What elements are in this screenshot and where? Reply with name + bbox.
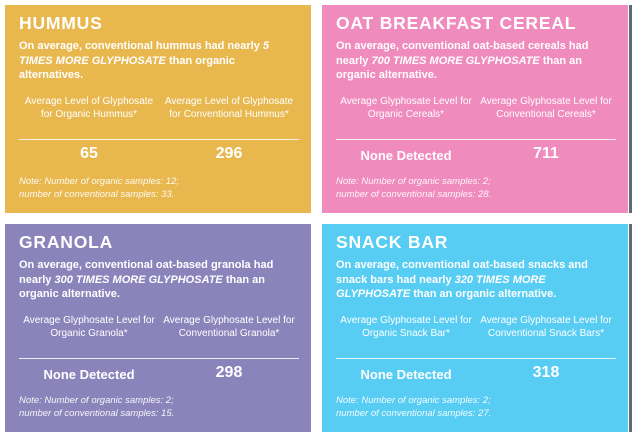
conventional-value: 298 <box>215 364 243 381</box>
hummus-card: HUMMUS On average, conventional hummus h… <box>5 5 311 213</box>
note-line-2: number of conventional samples: 33. <box>19 188 175 200</box>
note-line-1: Note: Number of organic samples: 12; <box>19 176 179 187</box>
organic-value: None Detected <box>360 148 452 163</box>
note-line-1: Note: Number of organic samples: 2; <box>19 395 174 406</box>
description-text-end: than organic alternatives. <box>19 54 235 82</box>
card-description: On average, conventional hummus had near… <box>19 39 301 83</box>
granola-card: GRANOLA On average, conventional oat-bas… <box>5 224 311 432</box>
note-line-2: number of conventional samples: 27. <box>336 407 492 419</box>
header-divider <box>19 139 299 140</box>
note-line-2: number of conventional samples: 28. <box>336 188 492 200</box>
sample-note: Note: Number of organic samples: 12; numb… <box>19 176 299 201</box>
conventional-column-header: Average Glyphosate Level for Conventiona… <box>163 315 295 339</box>
card-description: On average, conventional oat-based cerea… <box>336 39 618 83</box>
conventional-value: 296 <box>215 145 243 162</box>
description-text-end: than an organic alternative. <box>19 273 265 301</box>
snack-bar-card: SNACK BAR On average, conventional oat-b… <box>322 224 628 432</box>
note-line-1: Note: Number of organic samples: 2; <box>336 395 491 406</box>
description-text-end: than an organic alternative. <box>336 54 582 82</box>
header-divider <box>19 358 299 359</box>
organic-value: None Detected <box>360 367 452 382</box>
organic-column-header: Average Level of Glyphosate for Organic … <box>24 96 154 120</box>
header-divider <box>336 139 616 140</box>
card-title: SNACK BAR <box>336 232 449 252</box>
organic-column-header: Average Glyphosate Level for Organic Gra… <box>23 315 155 339</box>
organic-value: 65 <box>80 145 98 162</box>
sample-note: Note: Number of organic samples: 2; numbe… <box>19 395 299 420</box>
description-emphasis: 320 TIMES MORE GLYPHOSATE <box>336 273 546 301</box>
conventional-value: 318 <box>532 364 560 381</box>
note-line-1: Note: Number of organic samples: 2; <box>336 176 491 187</box>
card-description: On average, conventional oat-based grano… <box>19 258 301 302</box>
card-title: OAT BREAKFAST CEREAL <box>336 13 577 33</box>
conventional-column-header: Average Glyphosate Level for Conventiona… <box>480 315 612 339</box>
description-text: On average, conventional hummus had near… <box>19 40 263 52</box>
conventional-column-header: Average Glyphosate Level for Conventiona… <box>480 96 612 120</box>
sample-note: Note: Number of organic samples: 2; numbe… <box>336 176 616 201</box>
card-description: On average, conventional oat-based snack… <box>336 258 618 302</box>
organic-column-header: Average Glyphosate Level for Organic Cer… <box>340 96 472 120</box>
oat-cereal-card: OAT BREAKFAST CEREAL On average, convent… <box>322 5 628 213</box>
header-divider <box>336 358 616 359</box>
description-emphasis: 5 TIMES MORE GLYPHOSATE <box>19 40 270 67</box>
description-text: On average, conventional oat-based snack… <box>336 259 588 286</box>
description-text: On average, conventional oat-based cerea… <box>336 40 589 67</box>
card-title: GRANOLA <box>19 232 114 252</box>
card-title: HUMMUS <box>19 13 103 33</box>
conventional-value: 711 <box>533 145 559 162</box>
description-emphasis: 700 TIMES MORE GLYPHOSATE <box>371 54 540 67</box>
organic-value: None Detected <box>43 367 135 382</box>
conventional-column-header: Average Level of Glyphosate for Conventi… <box>164 96 294 120</box>
description-text: On average, conventional oat-based grano… <box>19 259 274 286</box>
edge-strip <box>629 224 632 432</box>
note-line-2: number of conventional samples: 15. <box>19 407 175 419</box>
edge-strip <box>629 5 632 213</box>
description-text-end: than an organic alternative. <box>410 288 557 300</box>
sample-note: Note: Number of organic samples: 2; numbe… <box>336 395 616 420</box>
organic-column-header: Average Glyphosate Level for Organic Sna… <box>340 315 472 339</box>
description-emphasis: 300 TIMES MORE GLYPHOSATE <box>54 273 223 286</box>
